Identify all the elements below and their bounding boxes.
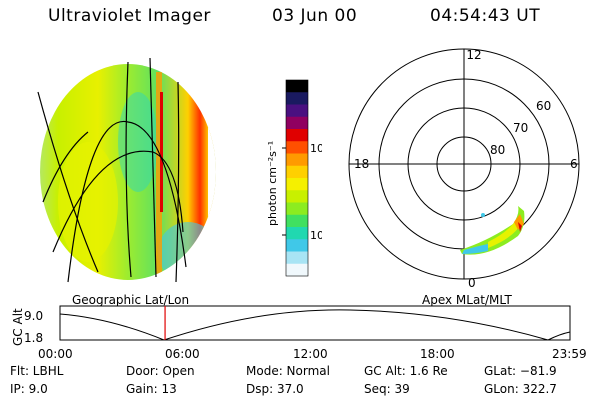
- timeline-x-tick-0600: 06:00: [165, 347, 200, 361]
- ip-info: IP: 9.0: [10, 382, 48, 396]
- colorbar-stripe: [286, 129, 308, 142]
- mlt-label-6: 6: [570, 157, 578, 171]
- mlt-label-18: 18: [354, 157, 369, 171]
- colorbar-unit-label: photon cm⁻²s⁻¹: [266, 141, 279, 226]
- seq-info: Seq: 39: [364, 382, 410, 396]
- colorbar-stripe: [286, 178, 308, 191]
- colorbar-stripes: [286, 80, 308, 277]
- timeline-y-tick-bottom: 1.8: [24, 331, 43, 345]
- geographic-image: [37, 57, 216, 283]
- polar-plot: 12 18 6 0 60 70 80: [348, 48, 580, 290]
- timeline-right-label: Apex MLat/MLT: [422, 293, 512, 307]
- colorbar-stripe: [286, 227, 308, 240]
- dsp-info: Dsp: 37.0: [246, 382, 304, 396]
- colorbar-stripe: [286, 80, 308, 93]
- altitude-timeline: GC Alt 9.0 1.8 00:00 06:00 12:00 18:00 2…: [11, 305, 587, 361]
- gc-alt-info: GC Alt: 1.6 Re: [364, 364, 448, 378]
- auroral-oval: [460, 206, 525, 255]
- date-label: 03 Jun 00: [272, 6, 358, 26]
- timeline-x-tick-0000: 00:00: [38, 347, 73, 361]
- glat-info: GLat: −81.9: [484, 364, 557, 378]
- colorbar-stripe: [286, 263, 308, 277]
- colorbar-stripe: [286, 214, 308, 228]
- glon-info: GLon: 322.7: [484, 382, 557, 396]
- colorbar-tick-100: 100: [310, 142, 322, 155]
- app-title: Ultraviolet Imager: [48, 6, 211, 26]
- mlat-label-70: 70: [513, 121, 528, 135]
- colorbar-stripe: [286, 165, 308, 179]
- mlat-label-60: 60: [536, 99, 551, 113]
- colorbar: 100 10 photon cm⁻²s⁻¹: [266, 79, 322, 277]
- colorbar-stripe: [286, 141, 308, 154]
- timeline-x-tick-1200: 12:00: [293, 347, 328, 361]
- colorbar-stripe: [286, 116, 308, 130]
- gain-info: Gain: 13: [126, 382, 177, 396]
- timeline-left-label: Geographic Lat/Lon: [72, 293, 190, 307]
- uv-emission-disk: [40, 64, 216, 280]
- mlt-label-12: 12: [466, 48, 481, 62]
- altitude-curve: [59, 309, 571, 341]
- mode-info: Mode: Normal: [246, 364, 330, 378]
- colorbar-stripe: [286, 190, 308, 203]
- colorbar-stripe: [286, 104, 308, 118]
- timeline-x-tick-2359: 23:59: [552, 347, 587, 361]
- mlat-label-80: 80: [490, 143, 505, 157]
- colorbar-tick-10: 10: [310, 229, 322, 242]
- colorbar-stripe: [286, 153, 308, 167]
- colorbar-stripe: [286, 251, 308, 265]
- time-label: 04:54:43 UT: [430, 6, 541, 26]
- filter-info: Flt: LBHL: [10, 364, 64, 378]
- mlt-label-0: 0: [468, 276, 476, 290]
- door-info: Door: Open: [126, 364, 195, 378]
- colorbar-stripe: [286, 239, 308, 252]
- colorbar-stripe: [286, 92, 308, 105]
- timeline-y-tick-top: 9.0: [24, 309, 43, 323]
- timeline-x-tick-1800: 18:00: [420, 347, 455, 361]
- colorbar-stripe: [286, 202, 308, 216]
- lat-lon-grid: [37, 57, 187, 283]
- timeline-y-axis-label: GC Alt: [11, 308, 25, 346]
